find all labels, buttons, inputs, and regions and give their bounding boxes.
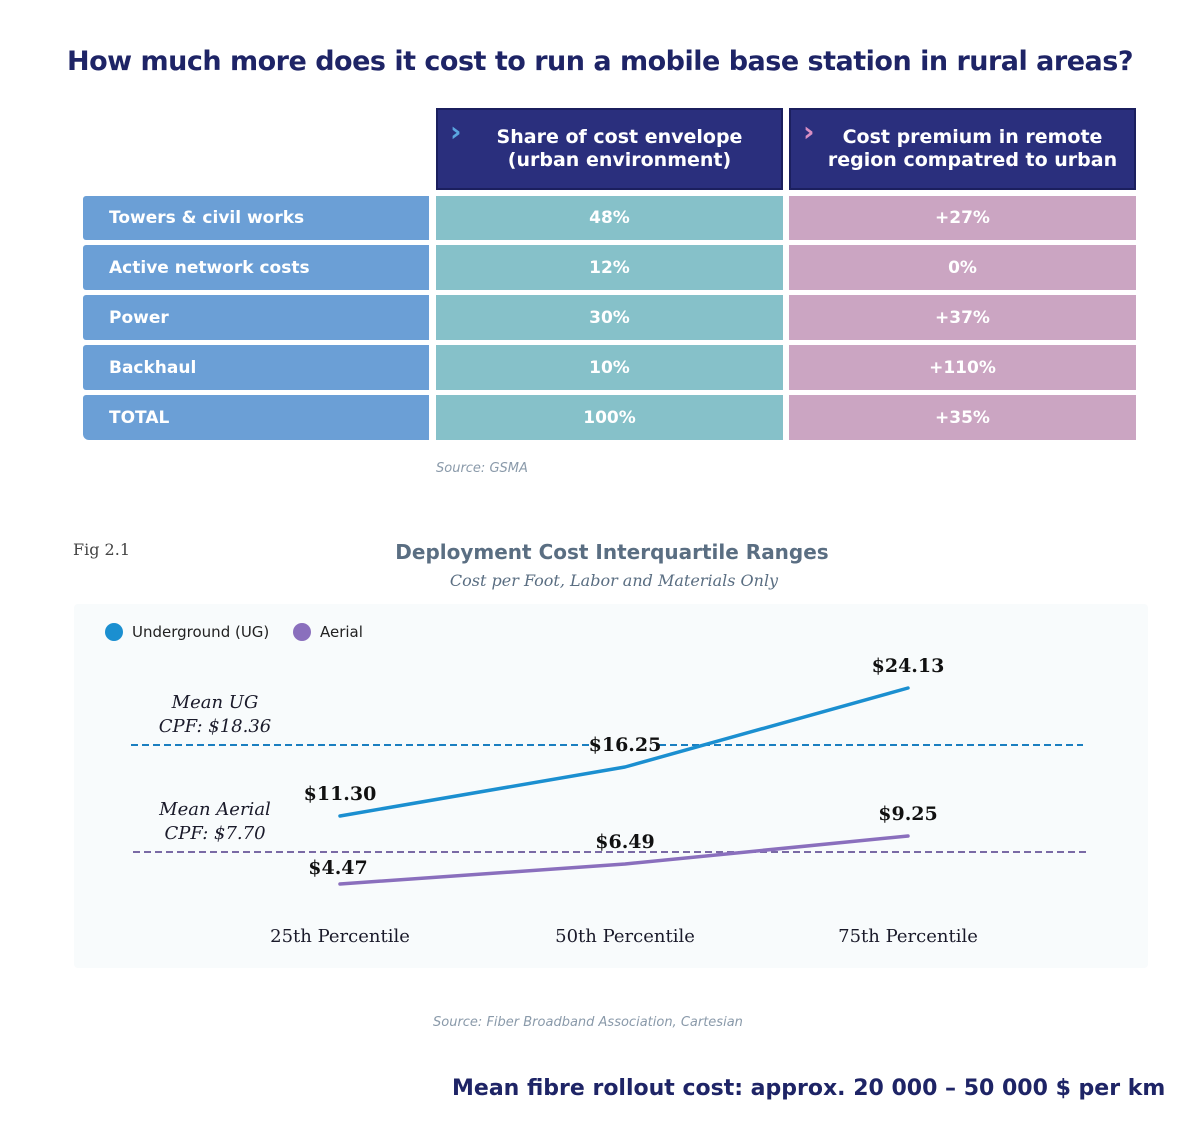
legend-dot-icon <box>293 623 311 641</box>
share-cell: 12% <box>436 245 783 290</box>
legend-item-underground: Underground (UG) <box>105 623 269 641</box>
header-premium: › Cost premium in remote region compatre… <box>789 108 1136 190</box>
legend-dot-icon <box>105 623 123 641</box>
row-label: Backhaul <box>83 345 429 390</box>
premium-cell: +110% <box>789 345 1136 390</box>
header-premium-label: Cost premium in remote region compatred … <box>827 126 1118 171</box>
chart-panel <box>74 604 1148 968</box>
row-label: Power <box>83 295 429 340</box>
row-label: TOTAL <box>83 395 429 440</box>
premium-cell: 0% <box>789 245 1136 290</box>
chart-subtitle: Cost per Foot, Labor and Materials Only <box>449 571 779 590</box>
legend-item-aerial: Aerial <box>293 623 363 641</box>
footer-note: Mean fibre rollout cost: approx. 20 000 … <box>452 1076 1166 1101</box>
row-label: Towers & civil works <box>83 196 429 240</box>
table-source: Source: GSMA <box>436 461 528 476</box>
premium-cell: +35% <box>789 395 1136 440</box>
premium-cell: +27% <box>789 196 1136 240</box>
header-share-label: Share of cost envelope (urban environmen… <box>496 126 743 171</box>
share-cell: 10% <box>436 345 783 390</box>
share-cell: 100% <box>436 395 783 440</box>
legend-label: Aerial <box>320 623 363 641</box>
header-share: › Share of cost envelope (urban environm… <box>436 108 783 190</box>
chart-title: Deployment Cost Interquartile Ranges <box>395 540 829 564</box>
legend-label: Underground (UG) <box>132 623 270 641</box>
premium-cell: +37% <box>789 295 1136 340</box>
share-cell: 30% <box>436 295 783 340</box>
share-cell: 48% <box>436 196 783 240</box>
figure-source: Source: Fiber Broadband Association, Car… <box>433 1015 743 1030</box>
chevron-right-icon: › <box>803 115 815 148</box>
chevron-right-icon: › <box>450 115 462 148</box>
row-label: Active network costs <box>83 245 429 290</box>
page-title: How much more does it cost to run a mobi… <box>67 46 1133 77</box>
figure-label: Fig 2.1 <box>73 540 130 559</box>
